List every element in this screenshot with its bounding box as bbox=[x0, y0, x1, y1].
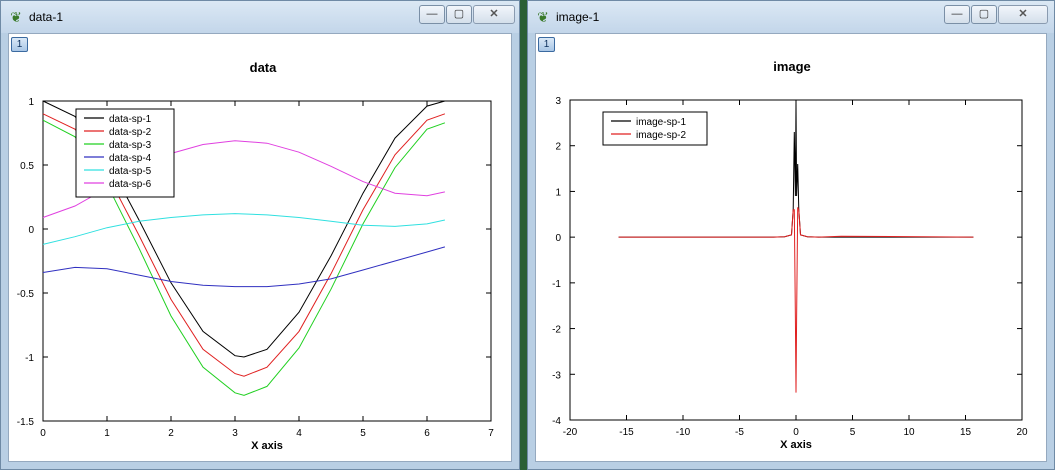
app-leaf-icon: ❦ bbox=[10, 9, 22, 25]
legend-entry: data-sp-2 bbox=[109, 127, 152, 138]
legend-entry: image-sp-2 bbox=[636, 130, 686, 141]
titlebar[interactable]: ❦ data-1 — ▢ ✕ bbox=[1, 1, 519, 33]
minimize-button[interactable]: — bbox=[419, 5, 445, 24]
plot-tab-button[interactable]: 1 bbox=[538, 37, 555, 52]
window-image-1: ❦ image-1 — ▢ ✕ 1 image -20 -15 -10 -5 0 5 10 15… bbox=[527, 0, 1055, 470]
chart-data: data 0 1 2 3 4 5 6 7 1 0.5 0 -0.5 -1 -1.5 X axis data-sp… bbox=[17, 60, 494, 452]
legend-entry: data-sp-1 bbox=[109, 114, 152, 125]
window-data-1: ❦ data-1 — ▢ ✕ 1 data 0 1 2 3 4 5 6 7 1 0.5 0 -0.5 -1… bbox=[0, 0, 520, 470]
close-button[interactable]: ✕ bbox=[473, 5, 515, 24]
plot-tab-button[interactable]: 1 bbox=[11, 37, 28, 52]
x-tick-label: -5 bbox=[735, 427, 744, 438]
x-axis-label: X axis bbox=[780, 439, 812, 451]
y-tick-label: -1.5 bbox=[17, 417, 35, 428]
x-tick-label: -20 bbox=[563, 427, 578, 438]
x-tick-label: 1 bbox=[104, 428, 110, 439]
y-tick-label: 1 bbox=[28, 97, 34, 108]
series-line-data-sp-4 bbox=[42, 246, 446, 288]
legend-entry: data-sp-4 bbox=[109, 153, 152, 164]
x-tick-label: 10 bbox=[903, 427, 915, 438]
x-tick-label: -10 bbox=[676, 427, 691, 438]
x-tick-label: 6 bbox=[424, 428, 430, 439]
x-tick-label: 4 bbox=[296, 428, 302, 439]
y-tick-label: 0 bbox=[555, 233, 561, 244]
app-leaf-icon: ❦ bbox=[537, 9, 549, 25]
y-tick-label: -0.5 bbox=[17, 289, 35, 300]
chart-title: image bbox=[773, 59, 811, 74]
plot-client-area: 1 data 0 1 2 3 4 5 6 7 1 0.5 0 -0.5 -1 -1.5 X axis data-… bbox=[8, 33, 512, 462]
legend-box bbox=[75, 108, 175, 198]
x-tick-label: 0 bbox=[40, 428, 46, 439]
series-line-data-sp-5 bbox=[42, 213, 446, 245]
x-tick-label: 15 bbox=[960, 427, 972, 438]
y-tick-label: 0.5 bbox=[20, 161, 34, 172]
y-tick-label: -1 bbox=[552, 279, 561, 290]
x-tick-label: -15 bbox=[619, 427, 634, 438]
y-tick-label: -2 bbox=[552, 325, 561, 336]
x-tick-label: 5 bbox=[360, 428, 366, 439]
y-tick-label: 3 bbox=[555, 96, 561, 107]
series-line-image-sp-2 bbox=[618, 207, 974, 393]
y-tick-label: -1 bbox=[25, 353, 34, 364]
x-tick-label: 7 bbox=[488, 428, 494, 439]
x-tick-label: 5 bbox=[850, 427, 856, 438]
window-title: data-1 bbox=[29, 10, 64, 24]
x-tick-label: 2 bbox=[168, 428, 174, 439]
legend-entry: image-sp-1 bbox=[636, 117, 686, 128]
plot-client-area: 1 image -20 -15 -10 -5 0 5 10 15 20 3 2 1 0 -1 -2 -3 -4 X … bbox=[535, 33, 1047, 462]
legend-box bbox=[602, 111, 708, 146]
x-tick-label: 20 bbox=[1016, 427, 1028, 438]
x-axis-label: X axis bbox=[251, 440, 283, 452]
maximize-button[interactable]: ▢ bbox=[446, 5, 472, 24]
close-button[interactable]: ✕ bbox=[998, 5, 1048, 24]
y-tick-label: 0 bbox=[28, 225, 34, 236]
series-line-data-sp-3 bbox=[42, 119, 446, 396]
y-tick-label: 1 bbox=[555, 187, 561, 198]
x-tick-label: 3 bbox=[232, 428, 238, 439]
titlebar[interactable]: ❦ image-1 — ▢ ✕ bbox=[528, 1, 1054, 33]
legend-entry: data-sp-5 bbox=[109, 166, 152, 177]
y-tick-label: 2 bbox=[555, 142, 561, 153]
window-title: image-1 bbox=[556, 10, 600, 24]
minimize-button[interactable]: — bbox=[944, 5, 970, 24]
y-tick-label: -4 bbox=[552, 416, 561, 427]
maximize-button[interactable]: ▢ bbox=[971, 5, 997, 24]
legend-entry: data-sp-6 bbox=[109, 179, 152, 190]
y-tick-label: -3 bbox=[552, 370, 561, 381]
x-tick-label: 0 bbox=[793, 427, 799, 438]
legend-entry: data-sp-3 bbox=[109, 140, 152, 151]
chart-title: data bbox=[250, 60, 278, 75]
